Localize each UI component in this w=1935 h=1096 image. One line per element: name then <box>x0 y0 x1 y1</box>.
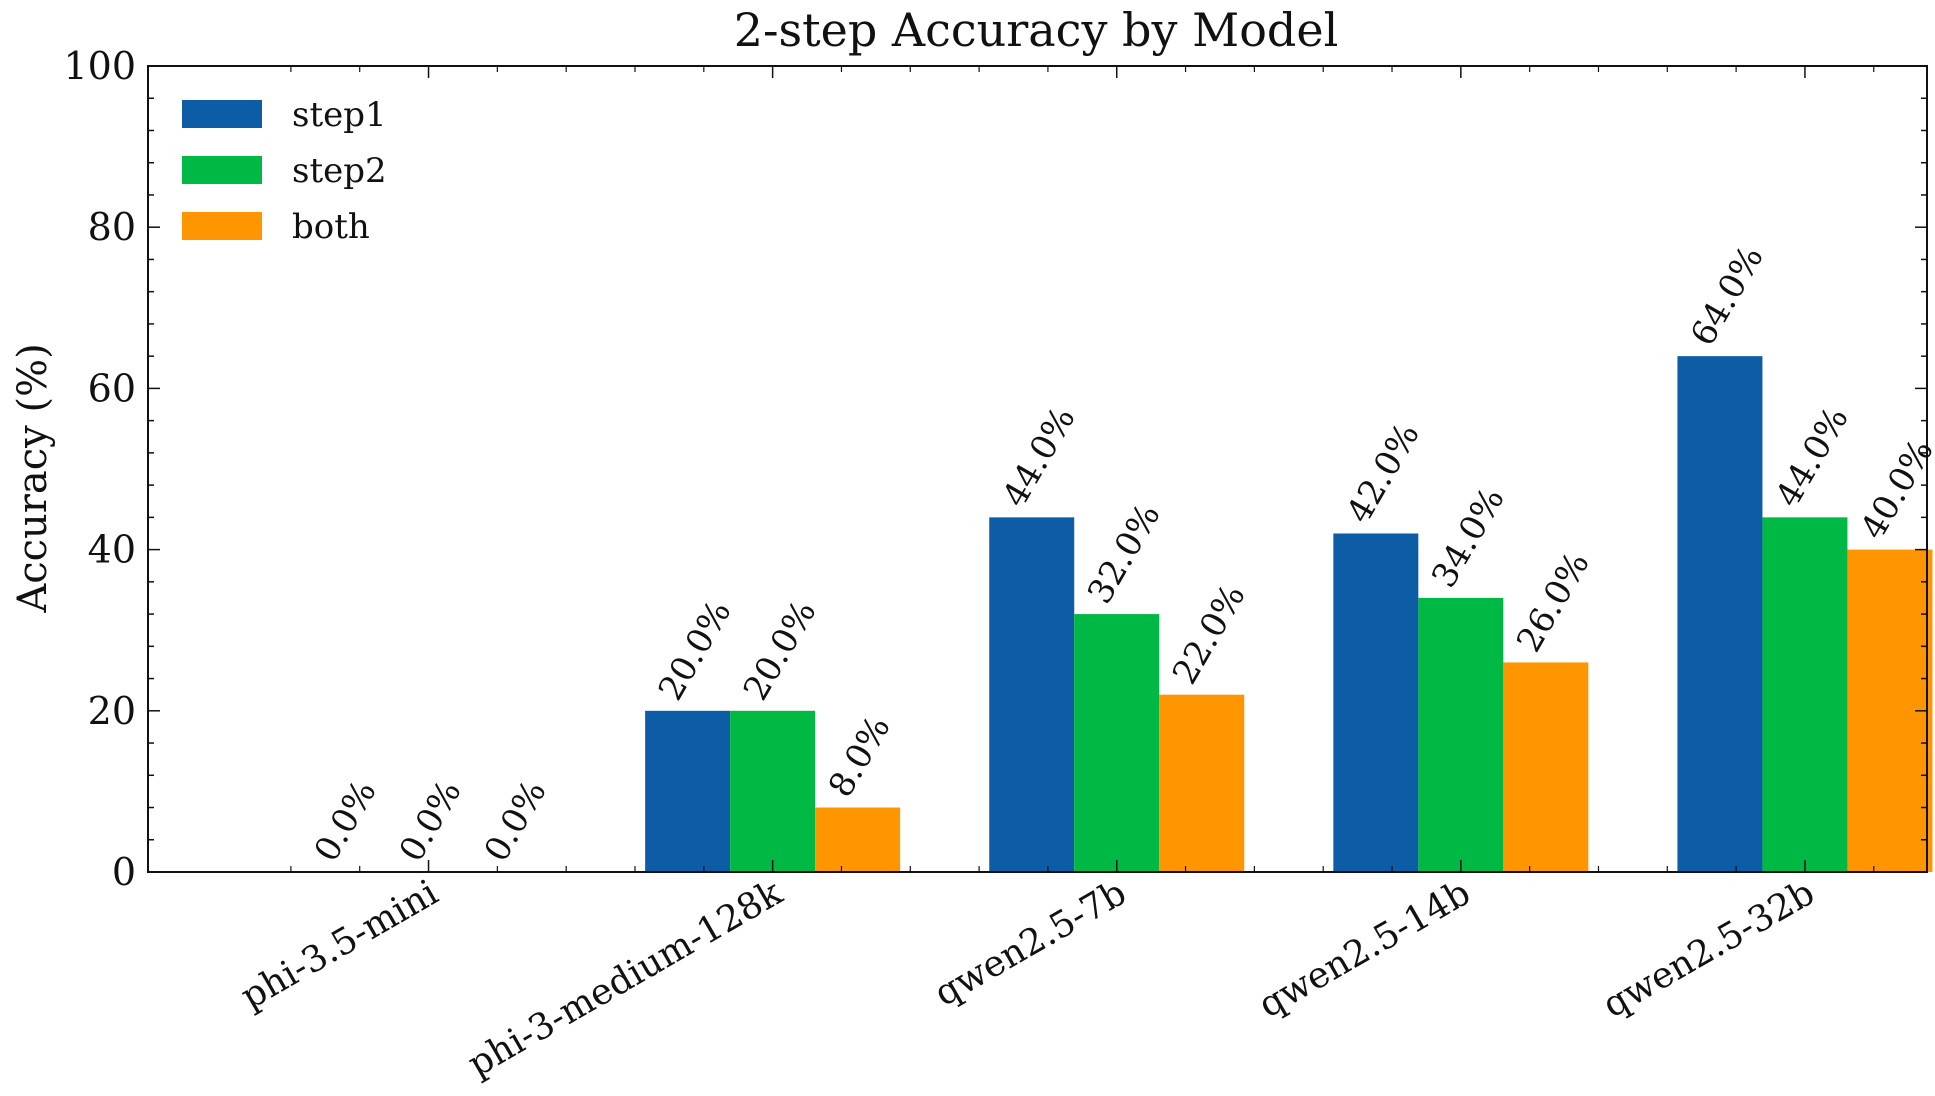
bars-layer <box>645 356 1933 872</box>
bar-step2-qwen2.5-32b <box>1762 517 1848 872</box>
data-label-step1-qwen2.5-32b: 64.0% <box>1683 239 1772 353</box>
data-label-both-qwen2.5-7b: 22.0% <box>1165 578 1254 692</box>
legend-label-step1: step1 <box>292 95 387 135</box>
legend-swatch-step1 <box>182 100 262 128</box>
data-label-both-qwen2.5-32b: 40.0% <box>1853 433 1935 547</box>
bar-step2-phi-3-medium-128k <box>730 710 816 872</box>
data-label-both-phi-3.5-mini: 0.0% <box>477 774 555 869</box>
chart-title: 2-step Accuracy by Model <box>734 3 1339 57</box>
bar-step2-qwen2.5-7b <box>1074 614 1160 872</box>
x-tick-label-qwen2.5-7b: qwen2.5-7b <box>928 872 1134 1014</box>
bar-both-qwen2.5-7b <box>1159 694 1245 872</box>
data-label-step2-phi-3.5-mini: 0.0% <box>392 774 470 869</box>
x-tick-label-qwen2.5-14b: qwen2.5-14b <box>1252 872 1477 1026</box>
y-tick-label: 100 <box>63 44 136 88</box>
legend-label-step2: step2 <box>292 151 387 191</box>
x-tick-label-phi-3.5-mini: phi-3.5-mini <box>234 872 445 1017</box>
data-label-step2-qwen2.5-14b: 34.0% <box>1424 481 1513 595</box>
data-label-step1-phi-3.5-mini: 0.0% <box>307 774 385 869</box>
data-label-step1-qwen2.5-7b: 44.0% <box>995 400 1084 514</box>
bar-step2-qwen2.5-14b <box>1418 597 1504 872</box>
bar-step1-qwen2.5-32b <box>1677 356 1763 872</box>
legend: step1 step2 both <box>182 95 387 247</box>
y-tick-label: 60 <box>88 366 136 410</box>
bar-step1-qwen2.5-14b <box>1333 533 1419 872</box>
data-label-both-qwen2.5-14b: 26.0% <box>1509 545 1598 659</box>
data-label-step1-qwen2.5-14b: 42.0% <box>1339 416 1428 530</box>
y-tick-label: 20 <box>88 689 136 733</box>
y-tick-label: 80 <box>88 205 136 249</box>
legend-swatch-step2 <box>182 156 262 184</box>
bar-step1-phi-3-medium-128k <box>645 710 731 872</box>
bar-both-phi-3-medium-128k <box>815 807 901 872</box>
data-label-step2-phi-3-medium-128k: 20.0% <box>736 594 825 708</box>
data-label-step1-phi-3-medium-128k: 20.0% <box>651 594 740 708</box>
bar-both-qwen2.5-14b <box>1503 662 1589 872</box>
legend-label-both: both <box>292 207 370 247</box>
bar-step1-qwen2.5-7b <box>989 517 1075 872</box>
y-tick-label: 0 <box>112 850 136 894</box>
data-label-step2-qwen2.5-32b: 44.0% <box>1768 400 1857 514</box>
plot-frame <box>147 65 1928 873</box>
data-label-both-phi-3-medium-128k: 8.0% <box>821 709 899 804</box>
legend-swatch-both <box>182 212 262 240</box>
y-tick-label: 40 <box>88 528 136 572</box>
x-tick-label-phi-3-medium-128k: phi-3-medium-128k <box>461 872 790 1086</box>
x-tick-label-qwen2.5-32b: qwen2.5-32b <box>1596 872 1821 1026</box>
data-label-step2-qwen2.5-7b: 32.0% <box>1080 497 1169 611</box>
y-axis-label: Accuracy (%) <box>10 343 56 613</box>
